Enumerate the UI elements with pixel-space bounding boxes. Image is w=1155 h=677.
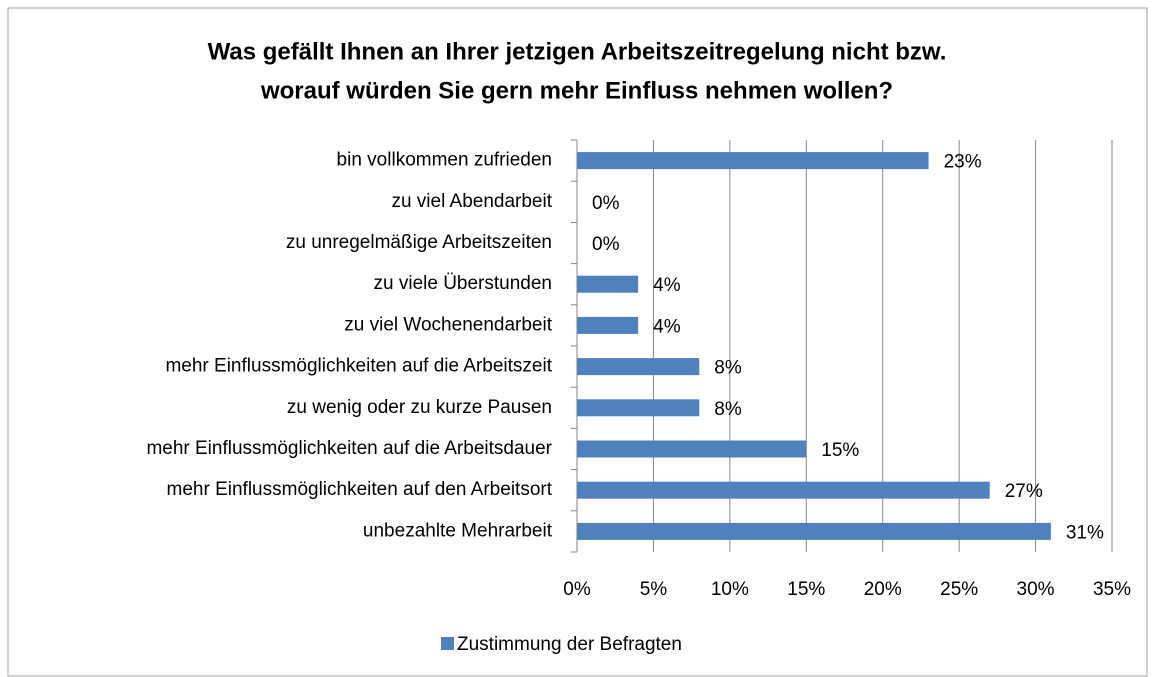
legend-swatch xyxy=(441,637,454,650)
x-tick-label: 5% xyxy=(640,579,668,600)
value-label: 15% xyxy=(821,440,859,461)
bar xyxy=(577,316,639,334)
y-tick-label: mehr Einflussmöglichkeiten auf die Arbei… xyxy=(165,356,552,377)
bar xyxy=(577,481,990,499)
x-tick-label: 20% xyxy=(864,579,902,600)
y-tick-label: zu unregelmäßige Arbeitszeiten xyxy=(286,232,552,253)
value-label: 0% xyxy=(592,193,620,214)
value-label: 0% xyxy=(592,234,620,255)
bar xyxy=(577,358,700,376)
y-tick-label: mehr Einflussmöglichkeiten auf den Arbei… xyxy=(167,479,553,500)
chart-title: worauf würden Sie gern mehr Einfluss neh… xyxy=(260,77,893,104)
value-label: 31% xyxy=(1066,522,1104,543)
value-label: 23% xyxy=(944,152,982,173)
x-tick-label: 10% xyxy=(711,579,749,600)
value-label: 8% xyxy=(714,399,742,420)
value-label: 8% xyxy=(714,358,742,379)
chart-title: Was gefällt Ihnen an Ihrer jetzigen Arbe… xyxy=(208,38,947,65)
x-tick-label: 35% xyxy=(1093,579,1131,600)
bar xyxy=(577,152,929,170)
y-tick-label: zu viel Abendarbeit xyxy=(391,191,552,212)
y-tick-label: unbezahlte Mehrarbeit xyxy=(363,520,553,541)
value-label: 4% xyxy=(653,316,681,337)
value-label: 27% xyxy=(1005,481,1043,502)
x-tick-label: 25% xyxy=(940,579,978,600)
x-tick-label: 30% xyxy=(1017,579,1055,600)
legend-label: Zustimmung der Befragten xyxy=(457,634,682,655)
bar xyxy=(577,275,639,293)
value-label: 4% xyxy=(653,275,681,296)
x-tick-label: 0% xyxy=(563,579,591,600)
y-tick-label: mehr Einflussmöglichkeiten auf die Arbei… xyxy=(146,438,552,459)
bar xyxy=(577,522,1051,540)
bar xyxy=(577,399,700,417)
y-tick-label: zu viele Überstunden xyxy=(374,273,553,294)
y-tick-label: bin vollkommen zufrieden xyxy=(337,150,552,171)
x-tick-label: 15% xyxy=(787,579,825,600)
bar xyxy=(577,440,807,458)
y-tick-label: zu viel Wochenendarbeit xyxy=(344,314,552,335)
y-tick-label: zu wenig oder zu kurze Pausen xyxy=(287,397,552,418)
